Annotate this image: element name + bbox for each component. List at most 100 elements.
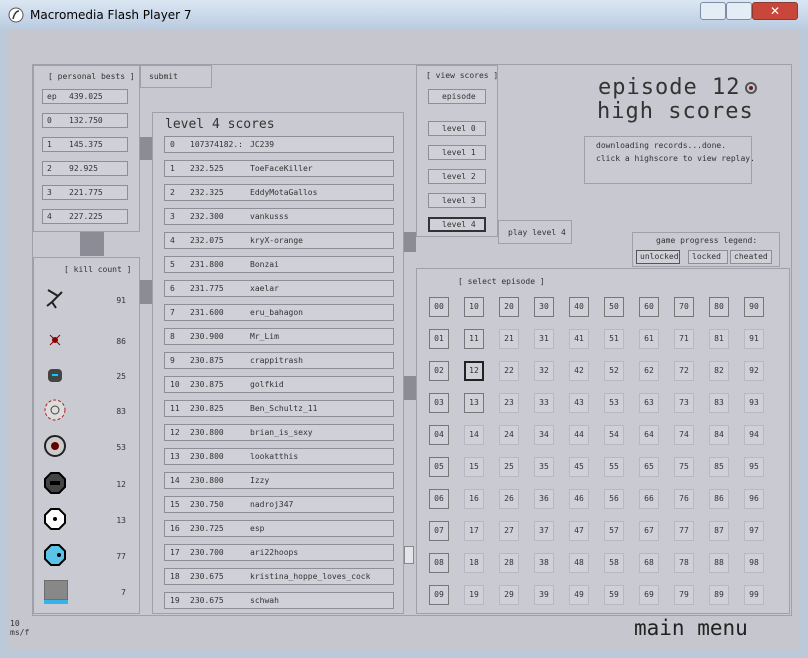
episode-cell[interactable]: [674, 521, 694, 541]
episode-cell[interactable]: [639, 585, 659, 605]
episode-cell[interactable]: [429, 457, 449, 477]
score-row[interactable]: [164, 160, 394, 177]
episode-cell[interactable]: [674, 425, 694, 445]
score-row[interactable]: [164, 136, 394, 153]
maximize-button[interactable]: [726, 2, 752, 20]
score-row[interactable]: [164, 448, 394, 465]
episode-cell[interactable]: [464, 585, 484, 605]
episode-cell[interactable]: [429, 489, 449, 509]
submit-button[interactable]: [140, 65, 212, 88]
episode-cell[interactable]: [604, 297, 624, 317]
episode-cell[interactable]: [604, 393, 624, 413]
episode-cell[interactable]: [569, 585, 589, 605]
episode-cell[interactable]: [639, 361, 659, 381]
score-row[interactable]: [164, 424, 394, 441]
episode-cell[interactable]: [464, 425, 484, 445]
episode-cell[interactable]: [639, 329, 659, 349]
score-row[interactable]: [164, 376, 394, 393]
episode-cell[interactable]: [744, 457, 764, 477]
episode-cell[interactable]: [464, 361, 484, 381]
episode-cell[interactable]: [429, 553, 449, 573]
episode-cell[interactable]: [569, 361, 589, 381]
minimize-button[interactable]: [700, 2, 726, 20]
episode-cell[interactable]: [534, 521, 554, 541]
score-row[interactable]: [164, 568, 394, 585]
episode-cell[interactable]: [709, 457, 729, 477]
episode-cell[interactable]: [639, 425, 659, 445]
episode-cell[interactable]: [604, 329, 624, 349]
episode-cell[interactable]: [639, 393, 659, 413]
episode-cell[interactable]: [499, 297, 519, 317]
episode-cell[interactable]: [709, 425, 729, 445]
episode-cell[interactable]: [674, 393, 694, 413]
episode-cell[interactable]: [569, 553, 589, 573]
score-row[interactable]: [164, 328, 394, 345]
episode-cell[interactable]: [499, 425, 519, 445]
episode-cell[interactable]: [534, 329, 554, 349]
episode-cell[interactable]: [604, 457, 624, 477]
episode-cell[interactable]: [744, 329, 764, 349]
episode-cell[interactable]: [674, 457, 694, 477]
episode-cell[interactable]: [709, 489, 729, 509]
episode-cell[interactable]: [534, 425, 554, 445]
view-button[interactable]: [428, 145, 486, 160]
episode-cell[interactable]: [744, 553, 764, 573]
episode-cell[interactable]: [709, 553, 729, 573]
episode-cell[interactable]: [499, 457, 519, 477]
episode-cell[interactable]: [429, 425, 449, 445]
episode-cell[interactable]: [569, 297, 589, 317]
episode-cell[interactable]: [429, 329, 449, 349]
episode-cell[interactable]: [709, 521, 729, 541]
episode-cell[interactable]: [604, 425, 624, 445]
episode-cell[interactable]: [534, 393, 554, 413]
episode-cell[interactable]: [429, 585, 449, 605]
episode-cell[interactable]: [639, 521, 659, 541]
episode-cell[interactable]: [709, 329, 729, 349]
episode-cell[interactable]: [639, 297, 659, 317]
episode-cell[interactable]: [569, 425, 589, 445]
episode-cell[interactable]: [464, 329, 484, 349]
episode-cell[interactable]: [674, 329, 694, 349]
episode-cell[interactable]: [499, 393, 519, 413]
episode-cell[interactable]: [744, 361, 764, 381]
episode-cell[interactable]: [534, 489, 554, 509]
episode-cell[interactable]: [499, 329, 519, 349]
episode-cell[interactable]: [674, 361, 694, 381]
view-button[interactable]: [428, 89, 486, 104]
episode-cell[interactable]: [744, 393, 764, 413]
episode-cell[interactable]: [744, 489, 764, 509]
episode-cell[interactable]: [429, 521, 449, 541]
episode-cell[interactable]: [569, 393, 589, 413]
episode-cell[interactable]: [639, 553, 659, 573]
episode-cell[interactable]: [569, 457, 589, 477]
episode-cell[interactable]: [569, 329, 589, 349]
episode-cell[interactable]: [604, 553, 624, 573]
episode-cell[interactable]: [534, 297, 554, 317]
episode-cell[interactable]: [464, 489, 484, 509]
episode-cell[interactable]: [709, 361, 729, 381]
episode-cell[interactable]: [709, 585, 729, 605]
score-row[interactable]: [164, 280, 394, 297]
episode-cell[interactable]: [499, 553, 519, 573]
episode-cell[interactable]: [464, 553, 484, 573]
episode-cell[interactable]: [499, 489, 519, 509]
view-button[interactable]: [428, 121, 486, 136]
score-row[interactable]: [164, 496, 394, 513]
episode-cell[interactable]: [674, 489, 694, 509]
score-row[interactable]: [164, 544, 394, 561]
score-row[interactable]: [164, 352, 394, 369]
episode-cell[interactable]: [674, 297, 694, 317]
view-button[interactable]: [428, 217, 486, 232]
score-row[interactable]: [164, 472, 394, 489]
episode-cell[interactable]: [709, 297, 729, 317]
episode-cell[interactable]: [464, 521, 484, 541]
view-button[interactable]: [428, 169, 486, 184]
episode-cell[interactable]: [464, 457, 484, 477]
episode-cell[interactable]: [464, 393, 484, 413]
episode-cell[interactable]: [604, 361, 624, 381]
episode-cell[interactable]: [429, 297, 449, 317]
view-button[interactable]: [428, 193, 486, 208]
episode-cell[interactable]: [604, 489, 624, 509]
episode-cell[interactable]: [429, 393, 449, 413]
episode-cell[interactable]: [639, 489, 659, 509]
